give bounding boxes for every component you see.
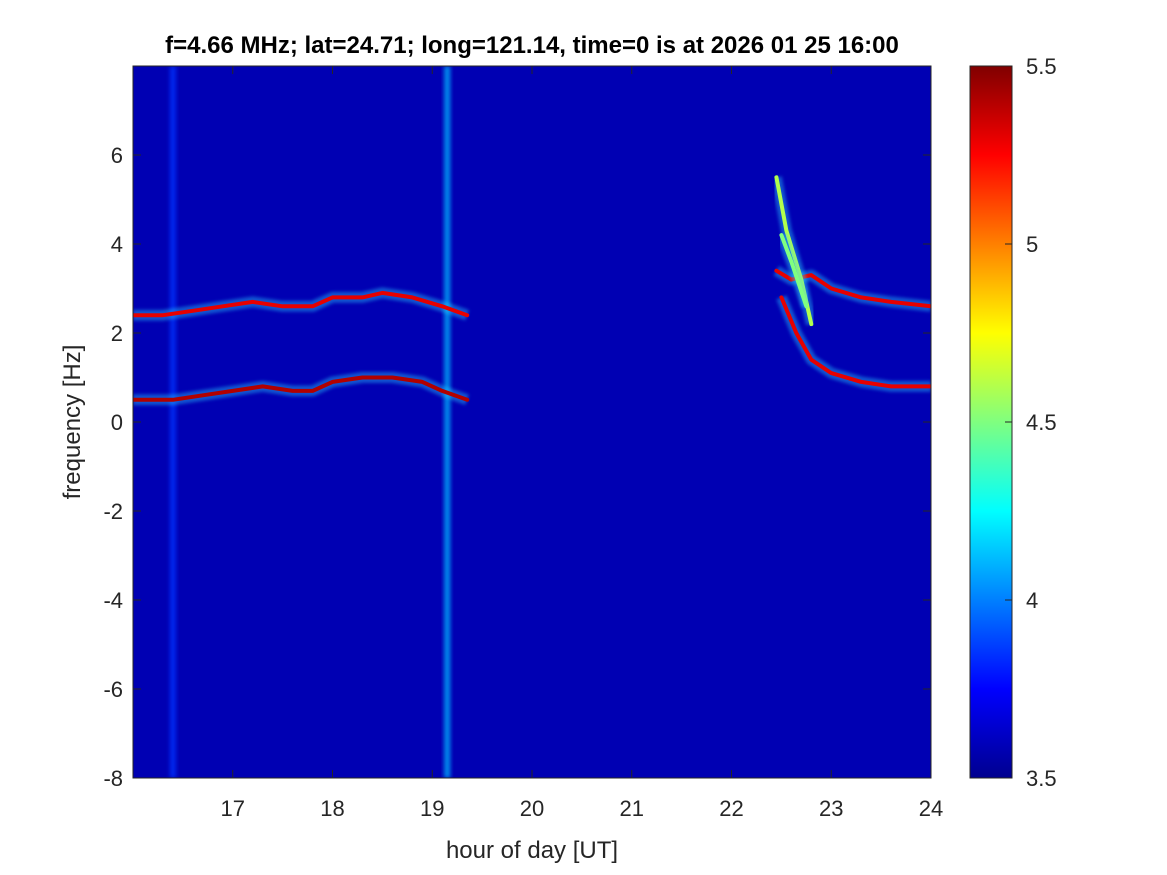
colorbar-tick-label: 5.5 bbox=[1026, 54, 1057, 79]
chart-title: f=4.66 MHz; lat=24.71; long=121.14, time… bbox=[165, 32, 899, 59]
y-tick-label: -2 bbox=[103, 499, 123, 524]
x-tick-label: 17 bbox=[221, 796, 245, 821]
y-tick-label: 6 bbox=[111, 143, 123, 168]
y-tick-label: -8 bbox=[103, 766, 123, 791]
y-tick-label: -4 bbox=[103, 588, 123, 613]
colorbar-tick-label: 4 bbox=[1026, 588, 1038, 613]
y-tick-label: 0 bbox=[111, 410, 123, 435]
x-tick-label: 22 bbox=[719, 796, 743, 821]
heatmap-background bbox=[133, 66, 931, 778]
echo-trace bbox=[779, 295, 931, 389]
echo-trace bbox=[774, 268, 931, 309]
y-tick-label: -6 bbox=[103, 677, 123, 702]
vertical-stripe bbox=[444, 66, 451, 778]
heatmap-features bbox=[133, 66, 931, 778]
colorbar: 3.5 4 4.5 5 5.5 bbox=[969, 54, 1057, 791]
colorbar-tick-label: 3.5 bbox=[1026, 766, 1057, 791]
vertical-stripe bbox=[169, 66, 176, 778]
echo-trace bbox=[133, 375, 470, 402]
y-axis-label: frequency [Hz] bbox=[59, 345, 86, 500]
echo-trace bbox=[779, 233, 809, 309]
x-tick-label: 20 bbox=[520, 796, 544, 821]
x-tick-label: 21 bbox=[620, 796, 644, 821]
colorbar-ticks: 3.5 4 4.5 5 5.5 bbox=[1005, 54, 1057, 791]
echo-trace bbox=[133, 290, 470, 318]
x-axis-label: hour of day [UT] bbox=[446, 837, 618, 864]
colorbar-tick-label: 4.5 bbox=[1026, 410, 1057, 435]
x-tick-label: 23 bbox=[819, 796, 843, 821]
x-tick-label: 18 bbox=[320, 796, 344, 821]
colorbar-tick-label: 5 bbox=[1026, 232, 1038, 257]
y-tick-label: 4 bbox=[111, 232, 123, 257]
plot-frame bbox=[132, 65, 932, 779]
y-tick-label: 2 bbox=[111, 321, 123, 346]
x-tick-label: 24 bbox=[919, 796, 943, 821]
x-tick-label: 19 bbox=[420, 796, 444, 821]
